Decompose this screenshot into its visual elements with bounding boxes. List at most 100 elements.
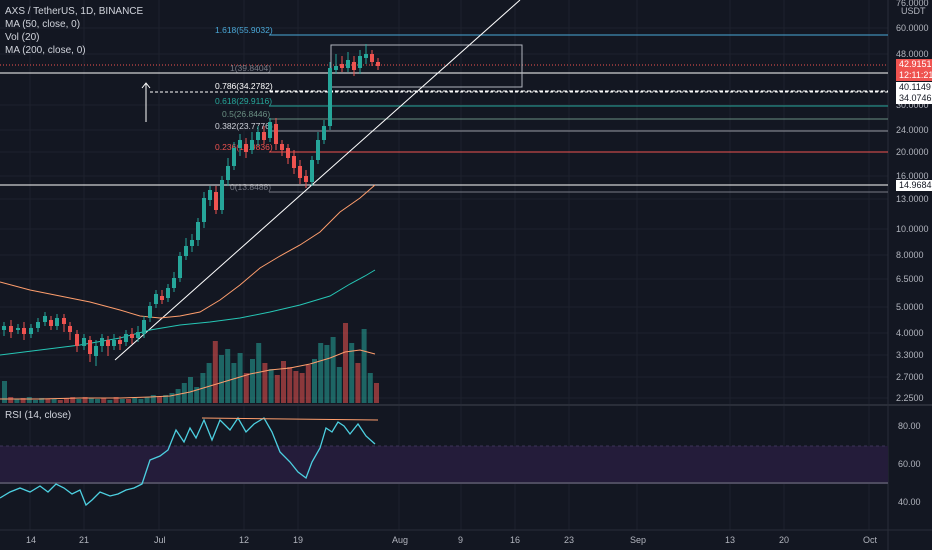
time-axis[interactable]: 14 21 Jul 12 19 Aug 9 16 23 Sep 13 20 Oc… [26,535,878,545]
volume-legend[interactable]: Vol (20) [5,32,40,43]
ma50-line [0,184,376,319]
candles[interactable] [2,44,380,366]
time-tick: 20 [779,535,789,545]
volume-bar [243,373,249,403]
candle[interactable] [202,192,206,228]
fib-retracement[interactable]: 1.618(55.9032) 1(39.8404) 0.786(34.2782)… [215,25,888,193]
volume-bar [336,367,342,403]
candle[interactable] [136,326,140,342]
volume-bar [163,395,169,403]
fib-label-05: 0.5(26.8446) [222,109,270,119]
candle[interactable] [274,118,278,150]
candle[interactable] [94,340,98,366]
candle[interactable] [256,126,260,146]
candle[interactable] [49,316,53,330]
candle[interactable] [100,334,104,352]
volume-bar [88,398,94,403]
candle[interactable] [376,58,380,70]
candle[interactable] [160,290,164,304]
fib-label-0: 0(13.8488) [230,182,271,192]
candle[interactable] [208,186,212,206]
symbol-title[interactable]: AXS / TetherUS, 1D, BINANCE [5,6,144,17]
range-rectangle[interactable] [330,44,523,88]
candle[interactable] [370,50,374,66]
candle[interactable] [82,334,86,350]
candle[interactable] [2,322,6,336]
candle[interactable] [36,318,40,332]
ma200-legend[interactable]: MA (200, close, 0) [5,45,86,56]
candle[interactable] [298,160,302,184]
candle[interactable] [346,52,350,72]
candle[interactable] [9,320,13,338]
price-tick: 20.0000 [896,147,929,157]
candle[interactable] [106,336,110,356]
candle[interactable] [244,138,248,158]
candle[interactable] [29,324,33,338]
candle[interactable] [268,118,272,142]
candle[interactable] [130,328,134,344]
candle[interactable] [178,252,182,282]
candle[interactable] [184,238,188,260]
time-tick: 13 [725,535,735,545]
candle[interactable] [166,284,170,302]
candle[interactable] [316,132,320,164]
candle[interactable] [43,312,47,326]
candle[interactable] [352,56,356,76]
candle[interactable] [226,158,230,186]
volume-bars [2,323,379,403]
volume-bar [361,329,367,403]
trend-line[interactable] [114,0,521,361]
volume-bar [194,387,200,403]
candle[interactable] [232,142,236,170]
rsi-divergence-line[interactable] [201,417,379,421]
candle[interactable] [112,334,116,350]
volume-bar [20,398,26,403]
candle[interactable] [250,132,254,154]
candle[interactable] [364,44,368,64]
candle[interactable] [280,140,284,156]
volume-bar [126,399,131,403]
candle[interactable] [68,322,72,340]
candle[interactable] [292,150,296,174]
candle[interactable] [328,62,332,130]
up-arrow-icon[interactable] [141,82,151,122]
level-tag-a: 40.1149 [896,82,932,93]
candle[interactable] [55,314,59,330]
candle[interactable] [238,134,242,156]
time-tick: 12 [239,535,249,545]
candle[interactable] [118,336,122,350]
candle[interactable] [75,330,79,352]
candle[interactable] [310,156,314,186]
volume-bar [250,359,255,403]
candle[interactable] [196,218,200,246]
ma200-line [0,269,376,356]
candle[interactable] [340,56,344,72]
candle[interactable] [220,176,224,214]
ma50-legend[interactable]: MA (50, close, 0) [5,19,81,30]
candle[interactable] [190,234,194,252]
candle[interactable] [214,186,218,214]
candle[interactable] [148,302,152,322]
candle[interactable] [304,170,308,188]
fib-label-0382: 0.382(23.7776) [215,121,273,131]
candle[interactable] [88,336,92,362]
volume-bar [343,323,348,403]
candle[interactable] [62,314,66,332]
price-tick: 30.0000 [896,100,929,110]
volume-bar [64,398,69,403]
candle[interactable] [142,316,146,338]
candle[interactable] [358,50,362,74]
candle[interactable] [322,120,326,144]
volume-bar [95,399,100,403]
candle[interactable] [22,322,26,340]
candle[interactable] [124,330,128,346]
candle[interactable] [172,272,176,292]
candle[interactable] [16,324,20,334]
price-axis[interactable]: 76.0000 USDT 60.0000 48.0000 30.0000 24.… [896,0,929,507]
candle[interactable] [334,54,338,74]
candle[interactable] [286,144,290,164]
rsi-legend[interactable]: RSI (14, close) [5,410,72,421]
candle[interactable] [262,126,266,144]
candle[interactable] [154,290,158,308]
